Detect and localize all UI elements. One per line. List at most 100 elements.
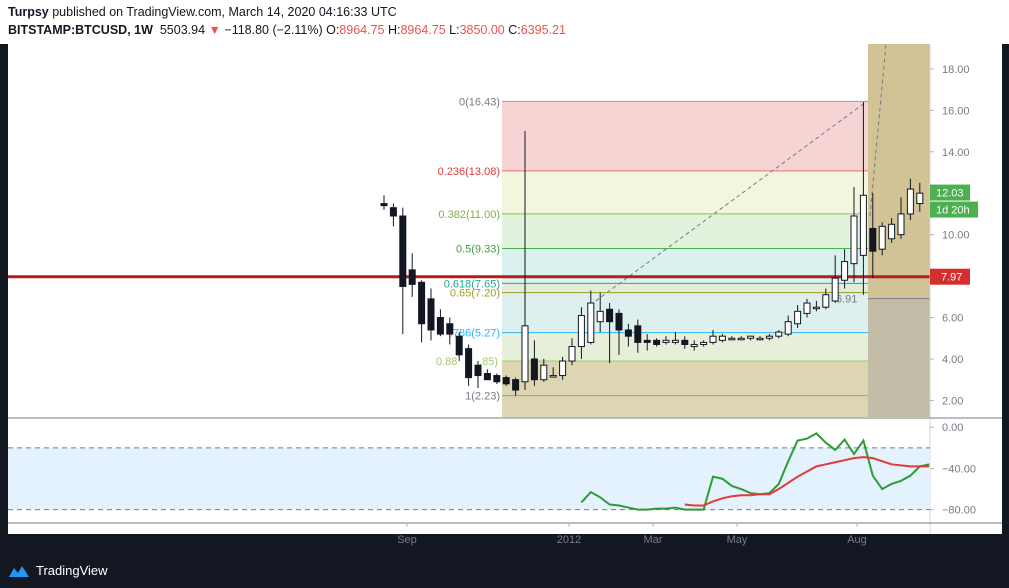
tradingview-logo-icon <box>9 565 29 577</box>
candle[interactable] <box>718 335 726 341</box>
close-label: C: <box>508 23 521 37</box>
price-pane[interactable]: 6.91 0(16.43) 0.236(13.08) 0.382(11.00) 0.5(… <box>8 44 1002 534</box>
candle[interactable] <box>765 335 773 339</box>
time-tick-label: Aug <box>847 534 867 546</box>
candle[interactable] <box>916 192 924 205</box>
countdown-badge <box>930 201 978 218</box>
fib-level-label: 0.618(7.65) <box>444 278 500 290</box>
candle[interactable] <box>389 207 397 217</box>
projection-box <box>868 44 930 299</box>
candle[interactable] <box>897 213 905 236</box>
candle[interactable] <box>436 317 444 335</box>
candle[interactable] <box>521 325 529 383</box>
candle[interactable] <box>624 329 632 337</box>
candle[interactable] <box>756 337 764 341</box>
projection-box <box>868 298 930 417</box>
open-label: O: <box>326 23 340 37</box>
candle[interactable] <box>906 188 914 215</box>
candle[interactable] <box>418 281 426 325</box>
time-tick-label: Sep <box>397 534 417 546</box>
candle[interactable] <box>606 308 614 323</box>
candle[interactable] <box>483 372 491 381</box>
candle[interactable] <box>568 346 576 362</box>
candle[interactable] <box>399 215 407 287</box>
time-tick-label: May <box>727 534 748 546</box>
oscillator-pane[interactable]: 0.00 −40.00 −80.00 <box>8 422 1002 524</box>
last-price-label: 12.03 <box>936 188 964 200</box>
candle[interactable] <box>690 343 698 348</box>
close-value: 6395.21 <box>520 23 566 37</box>
candle[interactable] <box>803 302 811 314</box>
candle[interactable] <box>596 310 604 323</box>
candle[interactable] <box>747 335 755 339</box>
candle[interactable] <box>408 269 416 285</box>
fib-zone <box>502 361 868 396</box>
candle[interactable] <box>812 306 820 310</box>
oscillator-fast-line[interactable] <box>580 432 930 511</box>
fib-zone <box>502 101 868 171</box>
time-axis[interactable]: Sep 2012 Mar May Aug <box>397 523 867 546</box>
candle[interactable] <box>709 335 717 343</box>
candle[interactable] <box>681 339 689 345</box>
candle[interactable] <box>465 348 473 379</box>
candle[interactable] <box>380 203 388 207</box>
fib-level-label: 1(2.23) <box>465 391 500 403</box>
candle[interactable] <box>859 194 867 256</box>
fib-zone <box>502 283 868 293</box>
candle[interactable] <box>888 223 896 240</box>
candle[interactable] <box>474 364 482 377</box>
fib-level-label: 0.382(11.00) <box>438 209 500 221</box>
candle[interactable] <box>427 298 435 331</box>
fib-level-label: .85) <box>479 356 498 368</box>
candle[interactable] <box>700 341 708 345</box>
candle[interactable] <box>662 339 670 343</box>
candle[interactable] <box>549 375 557 378</box>
chart-area[interactable]: 6.91 0(16.43) 0.236(13.08) 0.382(11.00) 0.5(… <box>0 44 1009 556</box>
brand[interactable]: TradingView <box>8 563 108 578</box>
low-label: L: <box>449 23 460 37</box>
candle[interactable] <box>587 302 595 343</box>
oscillator-tick-label: −80.00 <box>942 505 976 517</box>
candle[interactable] <box>540 364 548 381</box>
candle[interactable] <box>446 323 454 335</box>
open-value: 8964.75 <box>339 23 385 37</box>
candle[interactable] <box>841 261 849 281</box>
candle[interactable] <box>822 294 830 308</box>
symbol-name[interactable]: BITSTAMP:BTCUSD, 1W <box>8 23 153 37</box>
candle[interactable] <box>512 379 520 391</box>
line-price-label: 7.97 <box>941 272 962 284</box>
candle[interactable] <box>737 337 745 341</box>
price-tick-label: 18.00 <box>942 64 970 76</box>
fib-zone <box>502 170 868 214</box>
last-price-badge <box>930 184 970 201</box>
candle[interactable] <box>634 325 642 343</box>
time-tick-label: Mar <box>644 534 663 546</box>
candle[interactable] <box>502 377 510 385</box>
candle[interactable] <box>455 335 463 356</box>
candle[interactable] <box>671 339 679 343</box>
candle[interactable] <box>615 312 623 331</box>
chart-header: Turpsy published on TradingView.com, Mar… <box>0 0 1009 44</box>
candle[interactable] <box>577 314 585 348</box>
candle[interactable] <box>869 227 877 252</box>
price-tick-label: 4.00 <box>942 354 963 366</box>
publisher-name[interactable]: Turpsy <box>8 5 49 19</box>
candle[interactable] <box>794 310 802 325</box>
price-tick-label: 2.00 <box>942 395 963 407</box>
candle[interactable] <box>530 358 538 381</box>
candle[interactable] <box>559 360 567 377</box>
candle[interactable] <box>784 321 792 335</box>
candle[interactable] <box>493 375 501 383</box>
candle[interactable] <box>775 331 783 337</box>
publish-info: Turpsy published on TradingView.com, Mar… <box>8 5 397 19</box>
candle[interactable] <box>728 337 736 341</box>
footer: TradingView <box>0 556 1009 588</box>
price-tick-label: 6.00 <box>942 313 963 325</box>
candle[interactable] <box>653 339 661 345</box>
oscillator-slow-line[interactable] <box>684 456 930 507</box>
fib-level-label: 0.236(13.08) <box>438 166 500 178</box>
candle[interactable] <box>831 277 839 302</box>
candle[interactable] <box>850 215 858 265</box>
candle[interactable] <box>878 225 886 250</box>
candle[interactable] <box>643 339 651 343</box>
